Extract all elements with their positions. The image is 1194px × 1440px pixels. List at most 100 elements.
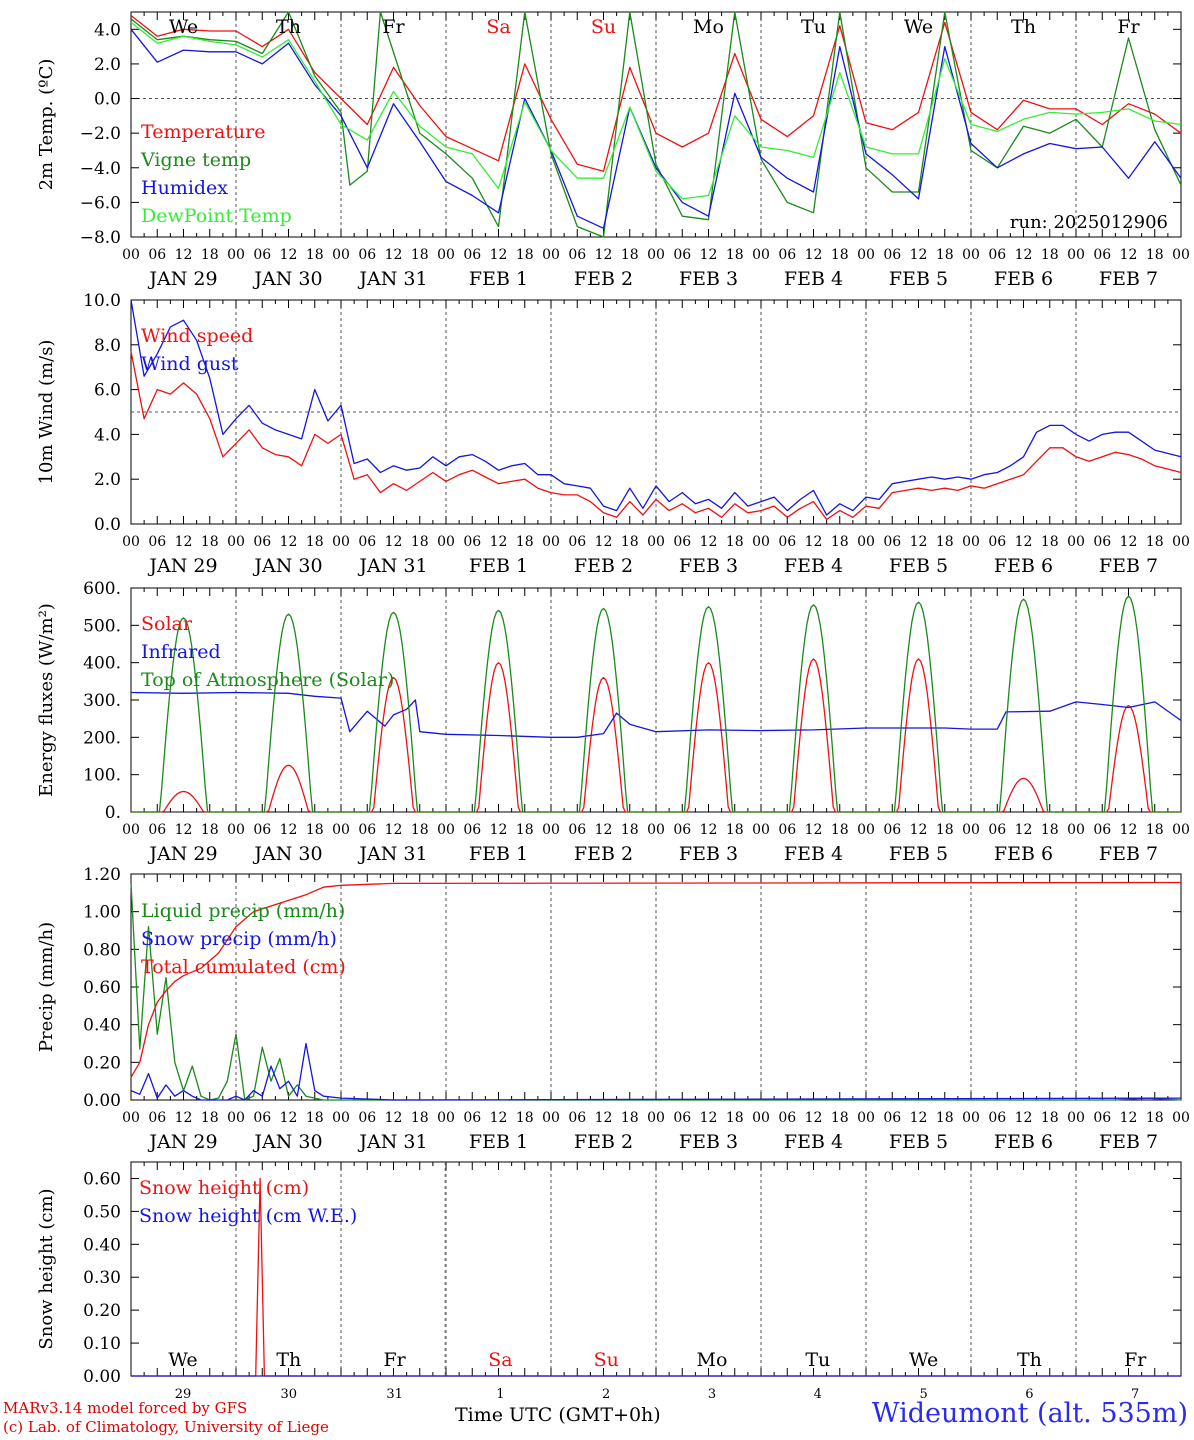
x-tick-label: 00	[437, 1110, 455, 1126]
x-tick-label: 18	[621, 247, 639, 263]
x-tick-label: 12	[805, 822, 823, 838]
date-label: FEB 2	[574, 268, 633, 290]
x-tick-label: 00	[542, 1110, 560, 1126]
x-tick-label: 18	[306, 1110, 324, 1126]
date-label: FEB 3	[679, 268, 738, 290]
x-tick-label: 06	[463, 1110, 481, 1126]
x-tick-label: 18	[936, 822, 954, 838]
y-tick-label: −6.0	[80, 193, 121, 213]
x-tick-label: 06	[148, 822, 166, 838]
x-tick-label: 00	[1172, 534, 1190, 550]
y-tick-label: 2.0	[94, 55, 121, 75]
x-tick-label: 12	[1015, 247, 1033, 263]
panel-temp	[130, 11, 1182, 238]
x-tick-label: 18	[726, 247, 744, 263]
y-tick-label: 100.	[83, 766, 121, 786]
y-tick-label: 1.00	[83, 903, 121, 923]
x-tick-label: 12	[490, 1110, 508, 1126]
x-tick-label: 06	[1093, 1110, 1111, 1126]
x-tick-label: 18	[1041, 247, 1059, 263]
y-tick-label: 0.00	[83, 1091, 121, 1111]
x-tick-label: 12	[700, 247, 718, 263]
lab-credit: (c) Lab. of Climatology, University of L…	[3, 1418, 329, 1436]
x-tick-label: 18	[411, 534, 429, 550]
x-tick-label: 00	[542, 247, 560, 263]
x-tick-label: 18	[936, 1110, 954, 1126]
snow-weekday-label: Fr	[1124, 1349, 1147, 1371]
snow-weekday-label: Fr	[383, 1349, 406, 1371]
y-tick-label: 500.	[83, 616, 121, 636]
x-tick-label: 00	[332, 534, 350, 550]
model-credit: MARv3.14 model forced by GFS	[3, 1399, 248, 1417]
series-line-temperature	[130, 14, 1182, 172]
x-tick-label: 18	[1146, 247, 1164, 263]
x-tick-label: 18	[306, 534, 324, 550]
x-tick-label: 18	[621, 822, 639, 838]
date-label: JAN 29	[147, 1131, 217, 1153]
x-tick-label: 06	[358, 534, 376, 550]
x-tick-label: 18	[1146, 534, 1164, 550]
date-label: FEB 2	[574, 843, 633, 865]
date-label: JAN 30	[252, 555, 322, 577]
snow-weekday-label: Sa	[488, 1349, 512, 1371]
x-tick-label: 06	[883, 247, 901, 263]
x-tick-label: 18	[726, 534, 744, 550]
x-tick-label: 12	[805, 247, 823, 263]
snow-day-number: 5	[919, 1387, 927, 1402]
date-label: FEB 5	[889, 555, 948, 577]
x-tick-label: 06	[253, 534, 271, 550]
legend-entry: Wind gust	[141, 353, 239, 375]
snow-weekday-label: Th	[1017, 1349, 1042, 1371]
snow-day-number: 30	[281, 1387, 298, 1402]
x-tick-label: 18	[831, 247, 849, 263]
legend-entry: DewPoint Temp	[141, 205, 292, 227]
y-tick-label: 10.0	[83, 291, 121, 311]
x-tick-label: 12	[595, 822, 613, 838]
y-tick-label: 1.20	[83, 865, 121, 885]
x-tick-label: 06	[673, 1110, 691, 1126]
x-tick-label: 18	[411, 822, 429, 838]
x-tick-label: 06	[883, 534, 901, 550]
x-tick-label: 12	[910, 534, 928, 550]
date-label: FEB 1	[469, 268, 528, 290]
date-label: FEB 2	[574, 1131, 633, 1153]
y-tick-label: 400.	[83, 654, 121, 674]
date-label: FEB 6	[994, 268, 1053, 290]
y-tick-label: 0.	[105, 803, 121, 823]
x-tick-label: 00	[1172, 1110, 1190, 1126]
y-tick-label: −8.0	[80, 228, 121, 248]
date-label: JAN 30	[252, 268, 322, 290]
date-label: FEB 4	[784, 268, 843, 290]
x-tick-label: 06	[568, 822, 586, 838]
x-tick-label: 00	[857, 1110, 875, 1126]
x-tick-label: 12	[175, 247, 193, 263]
x-tick-label: 06	[358, 1110, 376, 1126]
x-tick-label: 18	[201, 247, 219, 263]
y-tick-label: 0.30	[83, 1268, 121, 1288]
date-label: FEB 6	[994, 843, 1053, 865]
x-tick-label: 12	[175, 534, 193, 550]
x-tick-label: 06	[148, 1110, 166, 1126]
legend-entry: Infrared	[141, 641, 221, 663]
date-label: JAN 30	[252, 1131, 322, 1153]
date-label: FEB 1	[469, 555, 528, 577]
x-tick-label: 00	[332, 1110, 350, 1126]
x-tick-label: 18	[1146, 822, 1164, 838]
x-tick-label: 00	[227, 247, 245, 263]
x-tick-label: 06	[988, 534, 1006, 550]
date-label: FEB 6	[994, 555, 1053, 577]
snow-weekday-label: Su	[594, 1349, 619, 1371]
x-tick-label: 06	[253, 247, 271, 263]
x-tick-label: 00	[647, 1110, 665, 1126]
legend-entry: Wind speed	[141, 325, 253, 347]
y-tick-label: 0.0	[94, 90, 121, 110]
x-tick-label: 00	[227, 1110, 245, 1126]
x-tick-label: 06	[883, 1110, 901, 1126]
x-tick-label: 06	[778, 822, 796, 838]
series-line-vigne-temp	[130, 11, 1182, 238]
weekday-label: Fr	[1117, 16, 1140, 38]
x-tick-label: 12	[280, 822, 298, 838]
x-tick-label: 18	[516, 247, 534, 263]
date-label: FEB 7	[1099, 268, 1158, 290]
x-tick-label: 12	[1120, 1110, 1138, 1126]
